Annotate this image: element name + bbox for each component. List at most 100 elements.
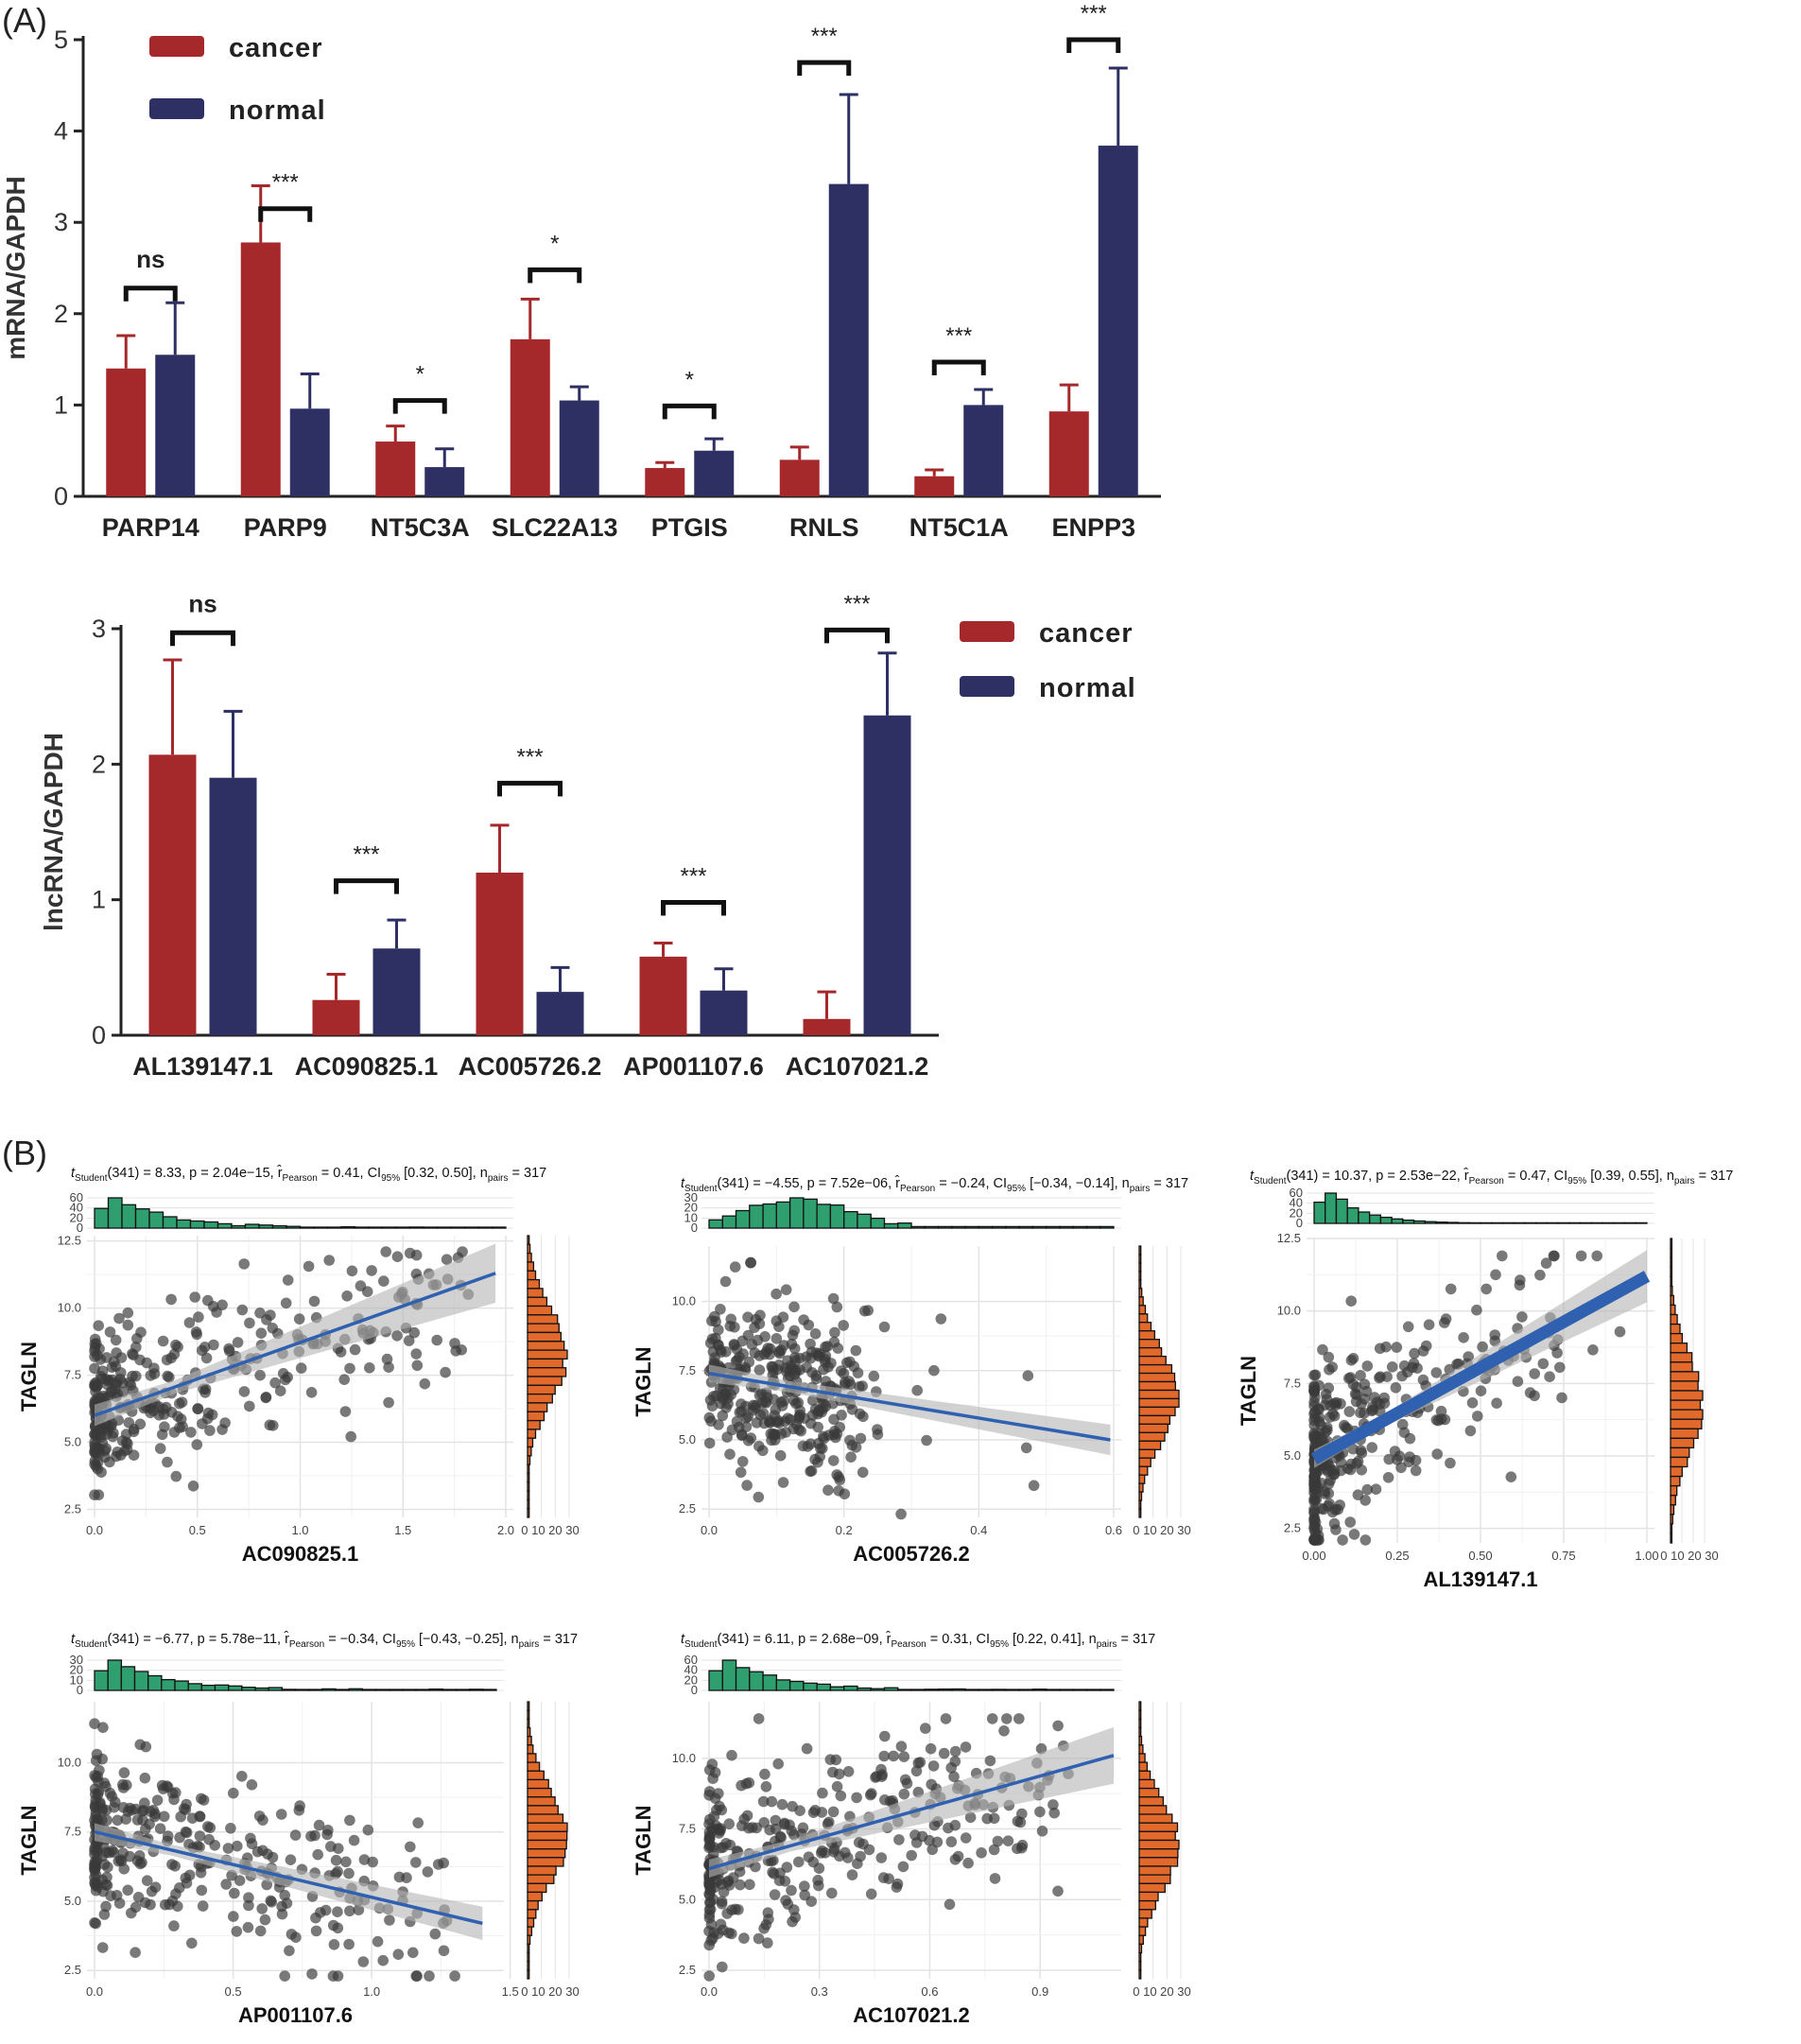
data-point	[770, 1814, 782, 1827]
data-point	[704, 1897, 716, 1909]
data-point	[927, 1760, 940, 1772]
confidence-band	[95, 1823, 483, 1940]
bar-normal	[424, 467, 465, 496]
data-point	[731, 1415, 743, 1428]
data-point	[888, 1750, 899, 1762]
data-point	[844, 1434, 856, 1446]
x-tick-label: 0.6	[1105, 1523, 1122, 1537]
data-point	[1491, 1397, 1502, 1409]
data-point	[327, 1919, 339, 1931]
top-hist-bar	[268, 1687, 284, 1691]
x-tick-label: 0.25	[1385, 1549, 1409, 1563]
data-point	[1391, 1342, 1403, 1353]
data-point	[154, 1823, 166, 1834]
data-point	[713, 1419, 724, 1430]
data-point	[845, 1451, 857, 1463]
data-point	[1335, 1464, 1347, 1477]
y-tick-label: 7.5	[64, 1825, 81, 1839]
data-point	[1020, 1442, 1032, 1454]
significance-label: ns	[136, 245, 165, 273]
data-point	[1340, 1422, 1352, 1433]
data-point	[340, 1856, 352, 1868]
data-point	[1390, 1382, 1402, 1394]
right-hist-bar	[1138, 1813, 1173, 1824]
right-hist-bar	[1138, 1753, 1146, 1763]
stat-caption: tStudent(341) = 6.11, p = 2.68e−09, r̂Pe…	[681, 1630, 1155, 1650]
data-point	[93, 1320, 104, 1331]
right-hist-bar	[527, 1446, 532, 1457]
y-tick-label: 2.5	[1284, 1521, 1301, 1535]
data-point	[90, 1884, 102, 1897]
data-point	[850, 1344, 862, 1357]
significance-bracket	[497, 780, 563, 797]
right-hist-bar	[527, 1865, 557, 1876]
right-hist-bar	[527, 1261, 535, 1272]
top-hist-bar	[1513, 1221, 1526, 1224]
right-hist-tick-labels: 0 10 20 30	[521, 1523, 579, 1537]
data-point	[986, 1713, 998, 1724]
bar-cancer	[240, 242, 281, 496]
data-point	[870, 1772, 881, 1783]
regression-line	[708, 1754, 1115, 1871]
top-hist-bar	[477, 1226, 494, 1229]
data-point	[216, 1424, 228, 1435]
right-hist-bar	[1138, 1917, 1149, 1928]
data-point	[850, 1442, 862, 1453]
data-point	[180, 1872, 192, 1884]
top-hist-bar	[857, 1687, 872, 1691]
data-point	[809, 1328, 822, 1340]
bar-normal	[289, 408, 330, 496]
data-point	[1544, 1371, 1555, 1382]
right-hist-bar	[1138, 1508, 1142, 1518]
top-hist-bar	[735, 1209, 751, 1229]
data-point	[162, 1456, 173, 1468]
top-hist-bar	[775, 1679, 791, 1691]
data-point	[391, 1330, 403, 1342]
data-point	[113, 1897, 126, 1909]
bar-cancer	[476, 873, 524, 1035]
data-point	[280, 1297, 292, 1309]
right-hist-bar	[527, 1243, 531, 1255]
data-point	[928, 1364, 940, 1377]
top-hist-bar	[231, 1224, 247, 1229]
top-hist-tick: 0	[77, 1683, 83, 1697]
top-hist-bar	[200, 1684, 216, 1691]
top-hist-bar	[389, 1689, 404, 1691]
data-point	[1323, 1500, 1334, 1512]
data-point	[1587, 1344, 1599, 1356]
bar-cancer	[639, 956, 687, 1035]
data-point	[879, 1794, 891, 1806]
data-point	[1012, 1843, 1023, 1855]
top-hist-tick: 60	[70, 1190, 83, 1204]
data-point	[793, 1856, 805, 1868]
top-hist-bar	[321, 1688, 337, 1691]
right-hist-bar	[1138, 1346, 1163, 1358]
significance-bracket	[824, 627, 890, 644]
top-hist-bar	[1018, 1225, 1034, 1229]
data-point	[100, 1879, 112, 1891]
data-point	[113, 1312, 125, 1325]
top-hist-bar	[203, 1221, 219, 1229]
top-hist-bar	[1468, 1221, 1481, 1224]
top-hist-bar	[340, 1225, 356, 1229]
y-tick-label: 1	[92, 886, 106, 914]
x-tick-label: 0.6	[921, 1984, 938, 1999]
right-hist-bar	[527, 1744, 534, 1755]
data-point	[809, 1805, 821, 1816]
data-point	[839, 1488, 851, 1499]
data-point	[1366, 1442, 1377, 1453]
y-tick-label: 7.5	[679, 1363, 696, 1377]
significance-label: ***	[1081, 1, 1107, 26]
data-point	[718, 1383, 729, 1394]
top-hist-bar	[189, 1220, 205, 1229]
top-hist-bar	[1402, 1219, 1415, 1224]
data-point	[981, 1812, 993, 1825]
top-hist-bar	[1085, 1225, 1101, 1229]
data-point	[130, 1947, 141, 1958]
data-point	[186, 1937, 198, 1949]
x-tick-label: 0.5	[189, 1523, 206, 1537]
data-point	[1308, 1505, 1320, 1517]
top-hist-bar	[1072, 1225, 1088, 1229]
top-hist-bar	[1524, 1221, 1537, 1224]
data-point	[168, 1793, 180, 1806]
